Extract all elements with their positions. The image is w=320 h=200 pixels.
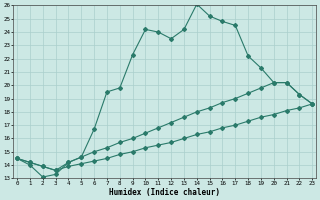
X-axis label: Humidex (Indice chaleur): Humidex (Indice chaleur) xyxy=(109,188,220,197)
